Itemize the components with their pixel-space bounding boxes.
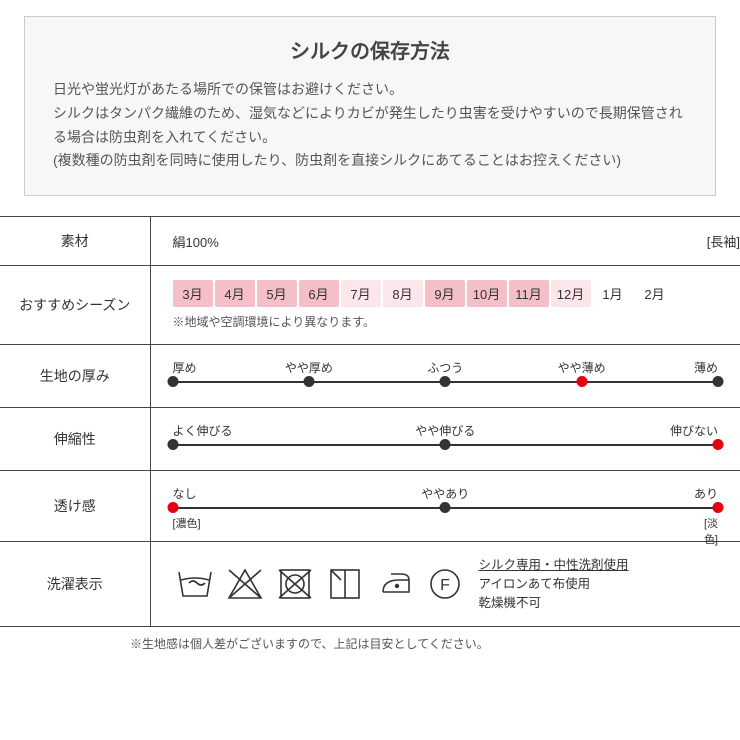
wash-text-line3: 乾燥機不可 <box>479 594 629 613</box>
months-strip: 3月4月5月6月7月8月9月10月11月12月1月2月 <box>173 280 719 307</box>
content-material: 絹100% [長袖] <box>150 217 740 266</box>
tick <box>440 502 451 513</box>
month-cell: 4月 <box>215 280 255 307</box>
material-tag: [長袖] <box>707 232 740 251</box>
spec-table: 素材 絹100% [長袖] おすすめシーズン 3月4月5月6月7月8月9月10月… <box>0 216 740 627</box>
tick <box>713 376 724 387</box>
row-wash: 洗濯表示 <box>0 542 740 627</box>
tick-selected <box>167 502 178 513</box>
tick-label: やや厚め <box>285 359 333 376</box>
label-wash: 洗濯表示 <box>0 542 150 627</box>
content-wash: F シルク専用・中性洗剤使用 アイロンあて布使用 乾燥機不可 <box>150 542 740 627</box>
dry-flat-icon <box>323 564 367 604</box>
tick <box>440 439 451 450</box>
row-thickness: 生地の厚み 厚め やや厚め ふつう やや薄め 薄め <box>0 345 740 408</box>
row-stretch: 伸縮性 よく伸びる やや伸びる 伸びない <box>0 408 740 471</box>
dryclean-f-icon: F <box>423 564 467 604</box>
no-tumble-dry-icon <box>273 564 317 604</box>
month-cell: 8月 <box>383 280 423 307</box>
month-cell: 5月 <box>257 280 297 307</box>
row-season: おすすめシーズン 3月4月5月6月7月8月9月10月11月12月1月2月 ※地域… <box>0 266 740 345</box>
tick-label: ふつう <box>427 359 463 376</box>
tick-label: 厚め <box>173 359 197 376</box>
month-cell: 1月 <box>593 280 633 307</box>
content-sheer: なし[濃色]ややありあり[淡色] <box>150 471 740 542</box>
label-stretch: 伸縮性 <box>0 408 150 471</box>
slider-thickness: 厚めやや厚めふつうやや薄め薄め <box>173 363 719 393</box>
label-season: おすすめシーズン <box>0 266 150 345</box>
label-thickness: 生地の厚み <box>0 345 150 408</box>
tick-label: 薄め <box>694 359 718 376</box>
tick-label: 伸びない <box>670 422 718 439</box>
month-cell: 2月 <box>635 280 675 307</box>
wash-text-line2: アイロンあて布使用 <box>479 575 629 594</box>
tick <box>440 376 451 387</box>
label-sheer: 透け感 <box>0 471 150 542</box>
month-cell: 9月 <box>425 280 465 307</box>
month-cell: 7月 <box>341 280 381 307</box>
wash-text: シルク専用・中性洗剤使用 アイロンあて布使用 乾燥機不可 <box>479 556 629 612</box>
label-material: 素材 <box>0 217 150 266</box>
row-material: 素材 絹100% [長袖] <box>0 217 740 266</box>
tick-label: やや薄め <box>558 359 606 376</box>
tick <box>303 376 314 387</box>
month-cell: 6月 <box>299 280 339 307</box>
tick <box>167 376 178 387</box>
tick-label: ややあり <box>421 485 469 502</box>
tick-selected <box>713 502 724 513</box>
season-note: ※地域や空調環境により異なります。 <box>173 313 719 330</box>
month-cell: 3月 <box>173 280 213 307</box>
content-thickness: 厚め やや厚め ふつう やや薄め 薄め <box>150 345 740 408</box>
month-cell: 10月 <box>467 280 507 307</box>
storage-body: 日光や蛍光灯があたる場所での保管はお避けください。シルクはタンパク繊維のため、湿… <box>53 78 687 173</box>
material-value: 絹100% <box>173 235 219 250</box>
content-season: 3月4月5月6月7月8月9月10月11月12月1月2月 ※地域や空調環境により異… <box>150 266 740 345</box>
tick-sublabel: [淡色] <box>704 515 718 547</box>
handwash-icon <box>173 564 217 604</box>
tick <box>167 439 178 450</box>
tick-label: あり <box>694 485 718 502</box>
slider-sheer: なし[濃色]ややありあり[淡色] <box>173 489 719 519</box>
no-bleach-icon <box>223 564 267 604</box>
svg-text:F: F <box>440 577 450 594</box>
iron-low-icon <box>373 564 417 604</box>
tick-sublabel: [濃色] <box>173 515 201 531</box>
tick-label: よく伸びる <box>173 422 233 439</box>
content-stretch: よく伸びる やや伸びる 伸びない <box>150 408 740 471</box>
storage-title: シルクの保存方法 <box>53 35 687 64</box>
storage-box: シルクの保存方法 日光や蛍光灯があたる場所での保管はお避けください。シルクはタン… <box>24 16 716 196</box>
row-sheer: 透け感 なし[濃色]ややありあり[淡色] <box>0 471 740 542</box>
tick-label: やや伸びる <box>415 422 475 439</box>
wash-text-line1: シルク専用・中性洗剤使用 <box>479 556 629 575</box>
wash-icons: F <box>173 564 467 604</box>
tick-selected <box>576 376 587 387</box>
tick-selected <box>713 439 724 450</box>
tick-label: なし <box>173 485 197 502</box>
month-cell: 11月 <box>509 280 549 307</box>
month-cell: 12月 <box>551 280 591 307</box>
footnote: ※生地感は個人差がございますので、上記は目安としてください。 <box>130 635 740 652</box>
slider-stretch: よく伸びるやや伸びる伸びない <box>173 426 719 456</box>
